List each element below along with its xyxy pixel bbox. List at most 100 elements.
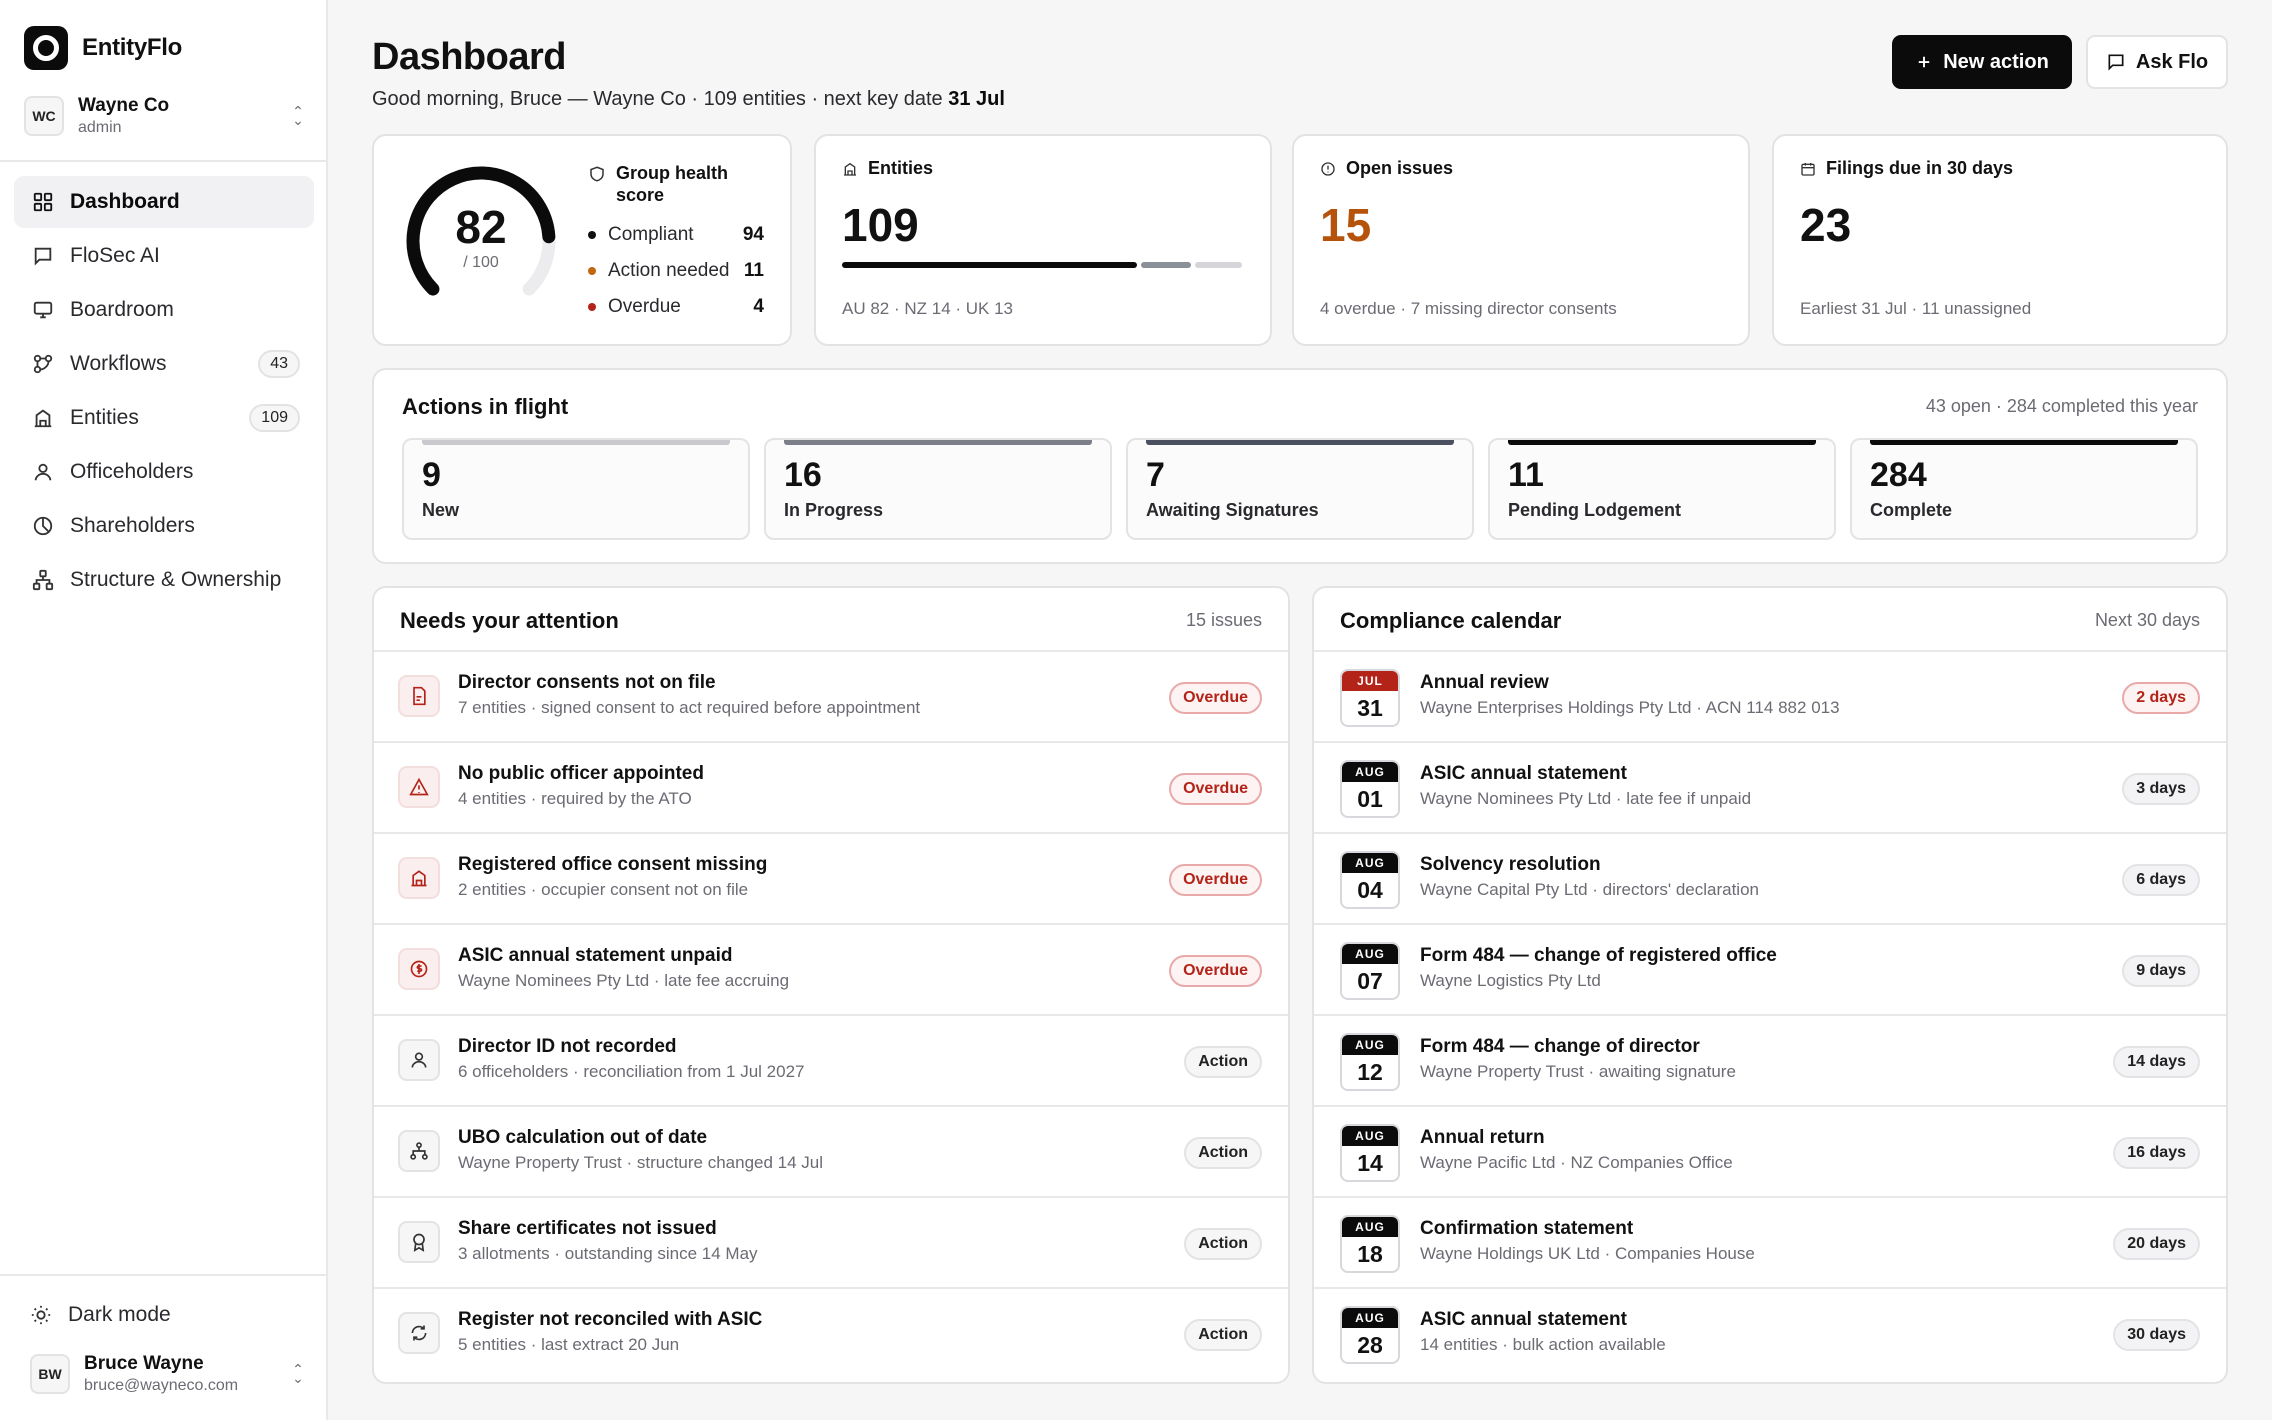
filing-title: Form 484 — change of director: [1420, 1036, 1700, 1057]
calendar-item[interactable]: AUG 01 ASIC annual statement Wayne Nomine…: [1314, 743, 2226, 834]
building-icon: [34, 409, 52, 428]
issue-title: UBO calculation out of date: [458, 1127, 708, 1148]
date-month: AUG: [1342, 853, 1398, 873]
stage-complete[interactable]: 284 Complete: [1850, 438, 2198, 540]
calendar-range: Next 30 days: [2094, 610, 2200, 630]
date-badge: AUG 04: [1340, 851, 1400, 909]
calendar-item[interactable]: AUG 04 Solvency resolution Wayne Capital …: [1314, 834, 2226, 925]
org-switcher[interactable]: WC Wayne Co admin ⌃ ⌄: [24, 90, 306, 142]
issue-title: Director ID not recorded: [458, 1036, 677, 1057]
issue-detail: 6 officeholders · reconciliation from 1 …: [458, 1062, 805, 1081]
health-row-value: 4: [753, 296, 764, 317]
list-item[interactable]: Registered office consent missing 2 enti…: [374, 834, 1288, 925]
filing-detail: Wayne Logistics Pty Ltd: [1420, 971, 1601, 990]
brand[interactable]: EntityFlo: [24, 26, 182, 70]
sidebar-item-structure-ownership[interactable]: Structure & Ownership: [14, 554, 314, 606]
filing-detail: 14 entities · bulk action available: [1420, 1335, 1666, 1354]
date-badge: AUG 28: [1340, 1306, 1400, 1364]
calendar-item[interactable]: AUG 14 Annual return Wayne Pacific Ltd · …: [1314, 1107, 2226, 1198]
pie-icon: [33, 516, 53, 536]
subtitle-text: Good morning, Bruce — Wayne Co · 109 ent…: [372, 88, 949, 110]
calendar-header: Compliance calendar Next 30 days: [1314, 588, 2226, 652]
date-badge: AUG 07: [1340, 942, 1400, 1000]
calendar-item[interactable]: JUL 31 Annual review Wayne Enterprises Ho…: [1314, 652, 2226, 743]
filing-title: Solvency resolution: [1420, 854, 1601, 875]
list-item[interactable]: ASIC annual statement unpaid Wayne Nomin…: [374, 925, 1288, 1016]
stage-count: 284: [1870, 456, 1927, 494]
sidebar-item-label: Structure & Ownership: [70, 568, 282, 591]
due-badge: 2 days: [2122, 682, 2200, 714]
health-action-needed-row: Action needed 11: [588, 260, 764, 282]
issue-title: ASIC annual statement unpaid: [458, 945, 733, 966]
stage-pending-lodgement[interactable]: 11 Pending Lodgement: [1488, 438, 1836, 540]
workflow-icon: [33, 354, 53, 374]
stage-awaiting-signatures[interactable]: 7 Awaiting Signatures: [1126, 438, 1474, 540]
entities-uk-segment: [1195, 262, 1242, 268]
shield-icon: [590, 166, 604, 182]
sidebar-item-label: Shareholders: [70, 514, 195, 537]
filing-detail: Wayne Holdings UK Ltd · Companies House: [1420, 1244, 1755, 1263]
health-row-value: 94: [742, 224, 764, 245]
list-item[interactable]: UBO calculation out of date Wayne Proper…: [374, 1107, 1288, 1198]
stage-count: 9: [422, 456, 441, 494]
stage-bar: [1870, 440, 2178, 445]
filing-title: Confirmation statement: [1420, 1218, 1634, 1239]
filing-detail: Wayne Pacific Ltd · NZ Companies Office: [1420, 1153, 1733, 1172]
org-name: Wayne Co: [78, 95, 170, 116]
filing-detail: Wayne Nominees Pty Ltd · late fee if unp…: [1420, 789, 1752, 808]
sidebar-item-entities[interactable]: Entities 109: [14, 392, 314, 444]
list-item[interactable]: Share certificates not issued 3 allotmen…: [374, 1198, 1288, 1289]
calendar-item[interactable]: AUG 28 ASIC annual statement 14 entities …: [1314, 1289, 2226, 1380]
stage-label: In Progress: [784, 500, 884, 520]
open-issues-card[interactable]: Open issues 15 4 overdue · 7 missing dir…: [1292, 134, 1750, 346]
user-menu[interactable]: BW Bruce Wayne bruce@wayneco.com ⌃ ⌄: [30, 1350, 306, 1398]
date-month: AUG: [1342, 1217, 1398, 1237]
user-email: bruce@wayneco.com: [84, 1377, 239, 1394]
calendar-item[interactable]: AUG 18 Confirmation statement Wayne Holdi…: [1314, 1198, 2226, 1289]
stage-in-progress[interactable]: 16 In Progress: [764, 438, 1112, 540]
list-item[interactable]: No public officer appointed 4 entities ·…: [374, 743, 1288, 834]
health-row-label: Overdue: [608, 296, 681, 317]
sidebar-item-flosec-ai[interactable]: FloSec AI: [14, 230, 314, 282]
stage-new[interactable]: 9 New: [402, 438, 750, 540]
hierarchy-icon: [398, 1130, 440, 1172]
dark-mode-toggle[interactable]: Dark mode: [30, 1298, 171, 1332]
list-item[interactable]: Director consents not on file 7 entities…: [374, 652, 1288, 743]
status-badge: Overdue: [1169, 955, 1262, 987]
person-icon: [398, 1039, 440, 1081]
list-item[interactable]: Director ID not recorded 6 officeholders…: [374, 1016, 1288, 1107]
date-badge: AUG 18: [1340, 1215, 1400, 1273]
status-badge: Overdue: [1169, 682, 1262, 714]
due-badge: 16 days: [2113, 1137, 2200, 1169]
user-name: Bruce Wayne: [84, 1353, 204, 1374]
date-month: AUG: [1342, 762, 1398, 782]
calendar-item[interactable]: AUG 12 Form 484 — change of director Wayn…: [1314, 1016, 2226, 1107]
chevron-up-down-icon: ⌃ ⌄: [292, 103, 304, 128]
sidebar-item-dashboard[interactable]: Dashboard: [14, 176, 314, 228]
divider: [0, 1274, 328, 1276]
alert-circle-icon: [1321, 161, 1335, 176]
due-badge: 20 days: [2113, 1228, 2200, 1260]
filings-due-card[interactable]: Filings due in 30 days 23 Earliest 31 Ju…: [1772, 134, 2228, 346]
sidebar-item-shareholders[interactable]: Shareholders: [14, 500, 314, 552]
stage-bar: [1508, 440, 1816, 445]
date-badge: AUG 12: [1340, 1033, 1400, 1091]
group-health-card[interactable]: 82 / 100 Group health score Compliant 94…: [372, 134, 792, 346]
filings-breakdown: Earliest 31 Jul · 11 unassigned: [1800, 299, 2032, 318]
sidebar-item-officeholders[interactable]: Officeholders: [14, 446, 314, 498]
sidebar-item-workflows[interactable]: Workflows 43: [14, 338, 314, 390]
building-icon: [398, 857, 440, 899]
calendar-item[interactable]: AUG 07 Form 484 — change of registered of…: [1314, 925, 2226, 1016]
health-compliant-row: Compliant 94: [588, 224, 764, 246]
sidebar-item-boardroom[interactable]: Boardroom: [14, 284, 314, 336]
date-month: JUL: [1342, 671, 1398, 691]
compliance-calendar-card: Compliance calendar Next 30 days JUL 31 A…: [1312, 586, 2228, 1384]
list-item[interactable]: Register not reconciled with ASIC 5 enti…: [374, 1289, 1288, 1380]
workflows-count-badge: 43: [258, 350, 300, 378]
ask-flo-button[interactable]: Ask Flo: [2086, 35, 2228, 89]
issue-detail: 7 entities · signed consent to act requi…: [458, 698, 921, 717]
entities-card[interactable]: Entities 109 AU 82 · NZ 14 · UK 13: [814, 134, 1272, 346]
health-score-denominator: / 100: [463, 254, 499, 271]
action-needed-dot: [588, 267, 596, 275]
new-action-button[interactable]: New action: [1892, 35, 2072, 89]
